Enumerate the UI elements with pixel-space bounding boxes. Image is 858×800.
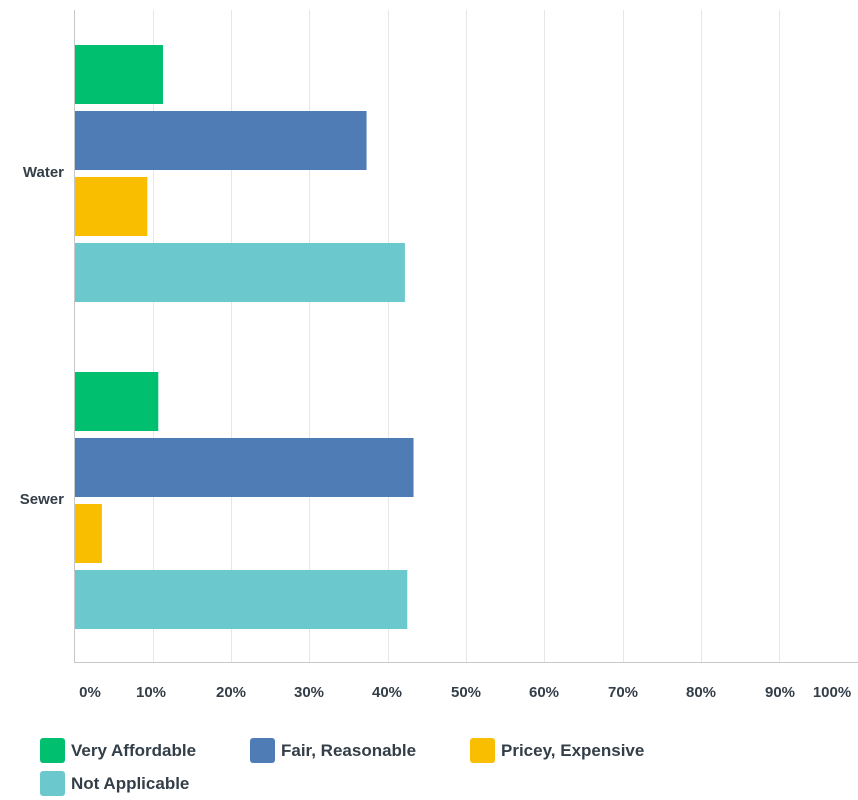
x-tick-label: 40% — [372, 684, 402, 701]
legend-swatch-icon — [250, 738, 275, 763]
bar-water-fair-reasonable — [75, 111, 367, 170]
bar-water-pricey-expensive — [75, 177, 148, 236]
x-tick-label: 50% — [451, 684, 481, 701]
x-tick-label: 80% — [686, 684, 716, 701]
x-tick-labels: 0% 10% 20% 30% 40% 50% 60% 70% 80% 90% 100% — [79, 684, 851, 701]
bar-sewer-fair-reasonable — [75, 438, 414, 497]
legend-swatch-icon — [40, 771, 65, 796]
legend-label: Not Applicable — [71, 773, 190, 793]
category-label-water: Water — [23, 164, 64, 181]
legend-swatch-icon — [470, 738, 495, 763]
x-tick-label: 70% — [608, 684, 638, 701]
x-tick-label: 30% — [294, 684, 324, 701]
legend-item-not-applicable: Not Applicable — [40, 771, 189, 796]
grid-lines — [153, 10, 780, 662]
bar-sewer-pricey-expensive — [75, 504, 102, 563]
bar-water-not-applicable — [75, 243, 405, 302]
category-label-sewer: Sewer — [20, 491, 64, 508]
bar-sewer-not-applicable — [75, 570, 408, 629]
x-tick-label: 60% — [529, 684, 559, 701]
bar-water-very-affordable — [75, 45, 163, 104]
legend-item-very-affordable: Very Affordable — [40, 738, 196, 763]
bar-chart: Water Sewer 0% 10% 20% 30% 40% 50% 60% 70% 80% 90%… — [20, 10, 858, 701]
legend-label: Fair, Reasonable — [281, 740, 417, 760]
legend-item-fair-reasonable: Fair, Reasonable — [250, 738, 416, 763]
legend-item-pricey-expensive: Pricey, Expensive — [470, 738, 644, 763]
x-tick-label: 20% — [216, 684, 246, 701]
legend-label: Very Affordable — [71, 740, 197, 760]
x-tick-label: 0% — [79, 684, 101, 701]
x-tick-label: 90% — [765, 684, 795, 701]
legend-swatch-icon — [40, 738, 65, 763]
legend-label: Pricey, Expensive — [501, 740, 645, 760]
bars — [75, 45, 414, 629]
x-tick-label: 10% — [136, 684, 166, 701]
category-labels: Water Sewer — [20, 164, 64, 508]
x-tick-label: 100% — [813, 684, 851, 701]
bar-sewer-very-affordable — [75, 372, 159, 431]
